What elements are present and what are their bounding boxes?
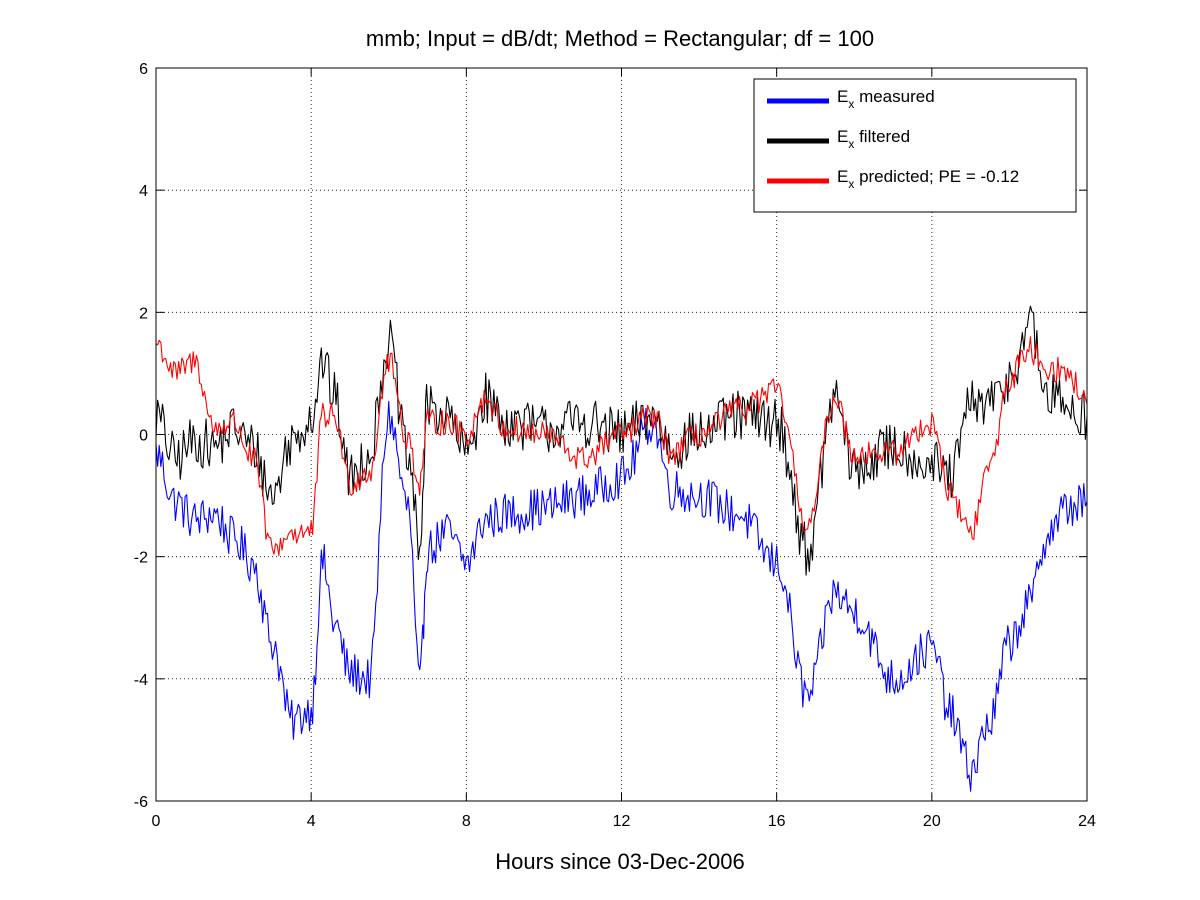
y-tick-label: 6 [139,61,148,78]
series-lines [155,305,1088,792]
x-tick-label: 24 [1078,813,1096,830]
legend-entry-label: Ex predicted; PE = -0.12 [837,167,1019,191]
y-tick-label: -4 [134,672,148,689]
y-tick-label: -2 [134,550,148,567]
y-tick-label: 2 [139,305,148,322]
y-tick-label: 0 [139,428,148,445]
x-axis-label: Hours since 03-Dec-2006 [495,849,744,874]
series-line-2 [155,305,1088,576]
series-line-1 [155,400,1088,792]
legend-entry-label: Ex measured [837,87,935,111]
legend: Ex measured Ex filtered Ex predicted; PE =… [753,78,1077,213]
x-tick-label: 8 [462,813,471,830]
y-tick-label: -6 [134,794,148,811]
x-tick-label: 4 [307,813,316,830]
series-line-3 [155,336,1088,556]
chart-title: mmb; Input = dB/dt; Method = Rectangular… [366,26,874,51]
x-tick-label: 12 [613,813,631,830]
x-tick-label: 16 [768,813,786,830]
legend-entry-label: Ex filtered [837,127,910,151]
x-tick-label: 0 [152,813,161,830]
y-tick-label: 4 [139,183,148,200]
x-tick-label: 20 [923,813,941,830]
